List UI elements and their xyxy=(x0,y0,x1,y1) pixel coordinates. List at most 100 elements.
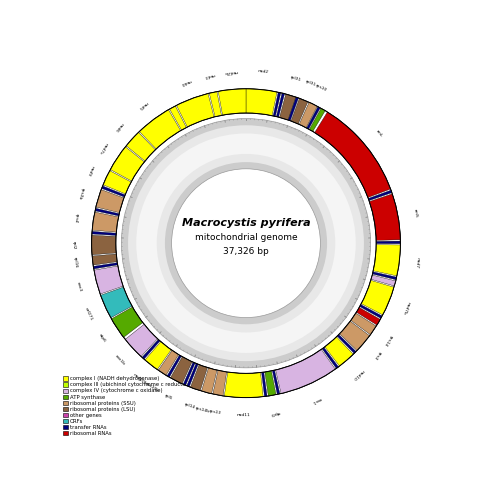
Text: nad10: nad10 xyxy=(352,368,365,380)
Wedge shape xyxy=(322,348,338,368)
Wedge shape xyxy=(368,190,392,200)
Wedge shape xyxy=(307,106,320,129)
Text: Macrocystis pyrifera: Macrocystis pyrifera xyxy=(182,218,310,228)
Text: atp6: atp6 xyxy=(98,333,107,344)
Text: nad7b: nad7b xyxy=(401,301,410,315)
Text: rps13: rps13 xyxy=(208,410,221,416)
Wedge shape xyxy=(315,112,391,198)
Wedge shape xyxy=(299,102,317,128)
Wedge shape xyxy=(276,93,285,117)
Text: nad10b: nad10b xyxy=(132,372,148,386)
Text: nad7: nad7 xyxy=(415,257,420,268)
Text: rps10b: rps10b xyxy=(145,382,160,394)
Text: nad3: nad3 xyxy=(204,72,215,78)
Wedge shape xyxy=(376,241,400,244)
Text: rps3b: rps3b xyxy=(78,186,85,200)
Text: rpl14: rpl14 xyxy=(183,402,195,409)
Wedge shape xyxy=(103,170,131,194)
Text: nad7c: nad7c xyxy=(97,142,108,154)
Text: nad2: nad2 xyxy=(258,70,269,74)
Legend: complex I (NADH dehydrogenase), complex III (ubichinol cytochrome c reductase), : complex I (NADH dehydrogenase), complex … xyxy=(62,376,193,436)
Wedge shape xyxy=(110,147,144,181)
Wedge shape xyxy=(310,108,325,132)
Text: 37,326 bp: 37,326 bp xyxy=(223,247,269,256)
Wedge shape xyxy=(339,321,370,350)
Wedge shape xyxy=(94,266,123,294)
Wedge shape xyxy=(276,350,335,394)
Wedge shape xyxy=(361,280,394,315)
Text: orf271: orf271 xyxy=(84,307,94,322)
Wedge shape xyxy=(265,371,276,396)
Wedge shape xyxy=(372,272,396,280)
Wedge shape xyxy=(139,110,180,149)
Wedge shape xyxy=(111,307,143,338)
Wedge shape xyxy=(218,89,246,115)
Text: rpl2: rpl2 xyxy=(72,241,76,250)
Wedge shape xyxy=(169,106,186,130)
Wedge shape xyxy=(351,313,376,334)
Wedge shape xyxy=(187,364,198,387)
Wedge shape xyxy=(370,194,400,240)
Text: rpl31: rpl31 xyxy=(304,80,316,88)
Wedge shape xyxy=(337,334,356,353)
Wedge shape xyxy=(167,355,181,377)
Wedge shape xyxy=(279,94,296,120)
Text: nad5: nad5 xyxy=(137,100,148,110)
Wedge shape xyxy=(273,370,280,394)
Wedge shape xyxy=(357,308,380,325)
Text: cox1: cox1 xyxy=(311,396,322,404)
Wedge shape xyxy=(96,190,124,212)
Text: rrnS: rrnS xyxy=(413,209,419,218)
Wedge shape xyxy=(95,208,119,216)
Wedge shape xyxy=(202,368,217,394)
Wedge shape xyxy=(213,370,227,396)
Wedge shape xyxy=(291,98,308,124)
Wedge shape xyxy=(360,304,382,318)
Wedge shape xyxy=(121,118,371,368)
Wedge shape xyxy=(136,134,356,353)
Wedge shape xyxy=(125,324,157,356)
Wedge shape xyxy=(177,94,214,127)
Wedge shape xyxy=(209,92,221,116)
Wedge shape xyxy=(183,362,195,386)
Text: rps14: rps14 xyxy=(383,334,393,346)
Wedge shape xyxy=(142,340,160,359)
Wedge shape xyxy=(94,262,118,269)
Text: cox1b: cox1b xyxy=(114,354,126,366)
Wedge shape xyxy=(102,186,125,197)
Wedge shape xyxy=(92,254,117,265)
Wedge shape xyxy=(92,232,116,235)
Wedge shape xyxy=(128,126,364,361)
Wedge shape xyxy=(288,97,299,120)
Text: cox3: cox3 xyxy=(76,282,83,292)
Text: nad6: nad6 xyxy=(114,122,124,132)
Text: rps4: rps4 xyxy=(73,214,78,224)
Text: rps3: rps3 xyxy=(372,350,382,360)
Wedge shape xyxy=(126,132,156,161)
Text: nad11: nad11 xyxy=(237,414,251,418)
Wedge shape xyxy=(246,89,277,116)
Text: atp9: atp9 xyxy=(270,410,280,416)
Text: rpl5: rpl5 xyxy=(163,393,173,400)
Wedge shape xyxy=(92,236,116,255)
Wedge shape xyxy=(158,350,179,375)
Text: rps14b: rps14b xyxy=(194,406,210,413)
Wedge shape xyxy=(170,357,192,384)
Text: nad2b: nad2b xyxy=(223,69,238,74)
Wedge shape xyxy=(273,92,281,116)
Text: rps10: rps10 xyxy=(314,84,327,92)
Wedge shape xyxy=(191,364,207,390)
Wedge shape xyxy=(145,342,171,369)
Wedge shape xyxy=(325,337,353,366)
Wedge shape xyxy=(224,372,263,398)
Wedge shape xyxy=(92,212,119,232)
Text: rpl16: rpl16 xyxy=(72,257,77,268)
Text: nad4: nad4 xyxy=(180,78,192,86)
Text: mitochondrial genome: mitochondrial genome xyxy=(195,233,297,242)
Text: rpl31: rpl31 xyxy=(290,75,302,82)
Text: rrnL: rrnL xyxy=(375,130,384,138)
Wedge shape xyxy=(373,244,400,276)
Text: nad9: nad9 xyxy=(86,164,94,176)
Wedge shape xyxy=(262,372,267,396)
Wedge shape xyxy=(92,89,400,398)
